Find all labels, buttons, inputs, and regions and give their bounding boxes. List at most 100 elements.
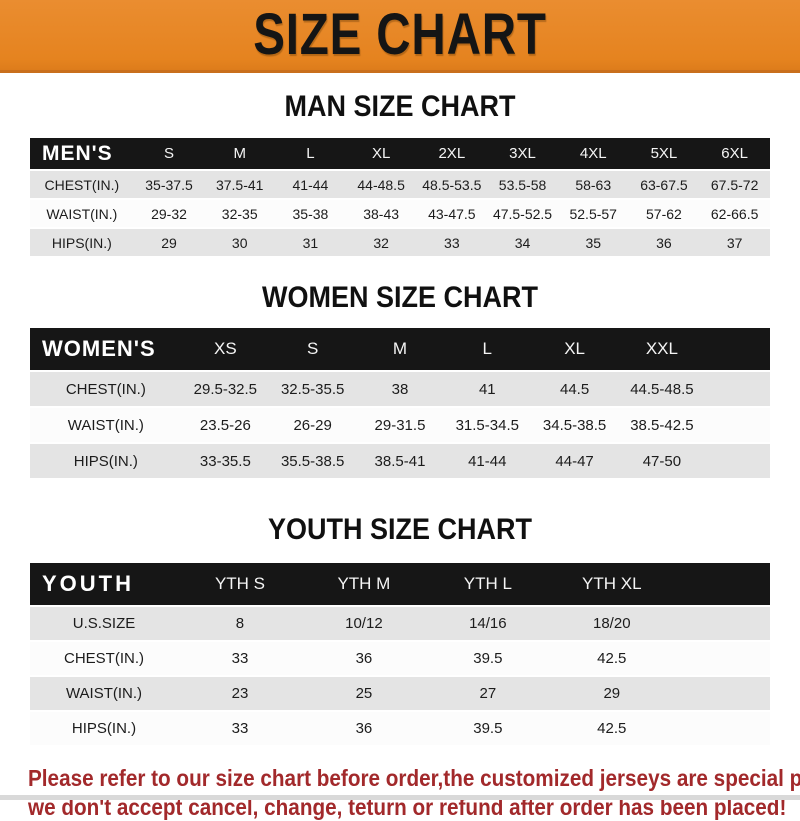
column-header: M xyxy=(356,328,443,371)
row-label: CHEST(IN.) xyxy=(30,371,182,407)
column-header: YTH M xyxy=(302,563,426,606)
table-cell: 32 xyxy=(346,228,417,257)
table-cell: 35 xyxy=(558,228,629,257)
banner: SIZE CHART xyxy=(0,0,800,73)
spacer-cell xyxy=(674,563,770,606)
table-cell: 10/12 xyxy=(302,606,426,641)
table-cell: 34.5-38.5 xyxy=(531,407,618,443)
spacer-cell xyxy=(674,641,770,676)
table-cell: 33 xyxy=(416,228,487,257)
table-cell: 44-47 xyxy=(531,443,618,479)
section-heading-youth: YOUTH SIZE CHART xyxy=(40,512,760,547)
row-label: HIPS(IN.) xyxy=(30,711,178,746)
table-cell: 34 xyxy=(487,228,558,257)
table-title: MEN'S xyxy=(30,138,134,170)
table-cell: 58-63 xyxy=(558,170,629,199)
table-cell: 39.5 xyxy=(426,641,550,676)
table-cell: 48.5-53.5 xyxy=(416,170,487,199)
spacer-cell xyxy=(706,407,770,443)
table-cell: 25 xyxy=(302,676,426,711)
spacer-cell xyxy=(706,328,770,371)
table-cell: 32.5-35.5 xyxy=(269,371,356,407)
table-cell: 44-48.5 xyxy=(346,170,417,199)
table-cell: 29 xyxy=(550,676,674,711)
section-heading-man: MAN SIZE CHART xyxy=(40,89,760,124)
spacer-cell xyxy=(674,676,770,711)
column-header: L xyxy=(444,328,531,371)
table-cell: 57-62 xyxy=(629,199,700,228)
table-cell: 29 xyxy=(134,228,205,257)
table-cell: 27 xyxy=(426,676,550,711)
table-cell: 44.5 xyxy=(531,371,618,407)
table-cell: 38 xyxy=(356,371,443,407)
column-header: XXL xyxy=(618,328,705,371)
table-cell: 35.5-38.5 xyxy=(269,443,356,479)
disclaimer-line-1: Please refer to our size chart before or… xyxy=(28,764,723,793)
table-cell: 42.5 xyxy=(550,641,674,676)
table-cell: 47.5-52.5 xyxy=(487,199,558,228)
column-header: S xyxy=(134,138,205,170)
table-cell: 42.5 xyxy=(550,711,674,746)
row-label: HIPS(IN.) xyxy=(30,228,134,257)
table-cell: 35-38 xyxy=(275,199,346,228)
table-cell: 36 xyxy=(629,228,700,257)
row-label: WAIST(IN.) xyxy=(30,407,182,443)
table-cell: 41-44 xyxy=(444,443,531,479)
column-header: 6XL xyxy=(699,138,770,170)
table-cell: 23 xyxy=(178,676,302,711)
column-header: XL xyxy=(346,138,417,170)
table-cell: 37.5-41 xyxy=(204,170,275,199)
table-cell: 29.5-32.5 xyxy=(182,371,269,407)
table-cell: 30 xyxy=(204,228,275,257)
table-cell: 36 xyxy=(302,711,426,746)
table-cell: 38-43 xyxy=(346,199,417,228)
table-cell: 29-31.5 xyxy=(356,407,443,443)
column-header: 2XL xyxy=(416,138,487,170)
column-header: XL xyxy=(531,328,618,371)
column-header: 5XL xyxy=(629,138,700,170)
column-header: YTH L xyxy=(426,563,550,606)
row-label: WAIST(IN.) xyxy=(30,676,178,711)
table-cell: 53.5-58 xyxy=(487,170,558,199)
spacer-cell xyxy=(674,711,770,746)
column-header: YTH S xyxy=(178,563,302,606)
spacer-cell xyxy=(706,371,770,407)
section-heading-women: WOMEN SIZE CHART xyxy=(40,280,760,315)
table-cell: 26-29 xyxy=(269,407,356,443)
column-header: YTH XL xyxy=(550,563,674,606)
row-label: CHEST(IN.) xyxy=(30,641,178,676)
table-cell: 18/20 xyxy=(550,606,674,641)
row-label: U.S.SIZE xyxy=(30,606,178,641)
table-cell: 32-35 xyxy=(204,199,275,228)
table-cell: 67.5-72 xyxy=(699,170,770,199)
table-title: YOUTH xyxy=(30,563,178,606)
table-cell: 38.5-41 xyxy=(356,443,443,479)
table-cell: 33 xyxy=(178,711,302,746)
table-cell: 14/16 xyxy=(426,606,550,641)
table-cell: 36 xyxy=(302,641,426,676)
column-header: M xyxy=(204,138,275,170)
table-cell: 37 xyxy=(699,228,770,257)
disclaimer-note: Please refer to our size chart before or… xyxy=(28,764,800,821)
table-cell: 47-50 xyxy=(618,443,705,479)
page-title: SIZE CHART xyxy=(253,6,547,64)
table-cell: 23.5-26 xyxy=(182,407,269,443)
column-header: 3XL xyxy=(487,138,558,170)
table-cell: 35-37.5 xyxy=(134,170,205,199)
table-cell: 63-67.5 xyxy=(629,170,700,199)
table-cell: 52.5-57 xyxy=(558,199,629,228)
table-cell: 33-35.5 xyxy=(182,443,269,479)
table-cell: 8 xyxy=(178,606,302,641)
